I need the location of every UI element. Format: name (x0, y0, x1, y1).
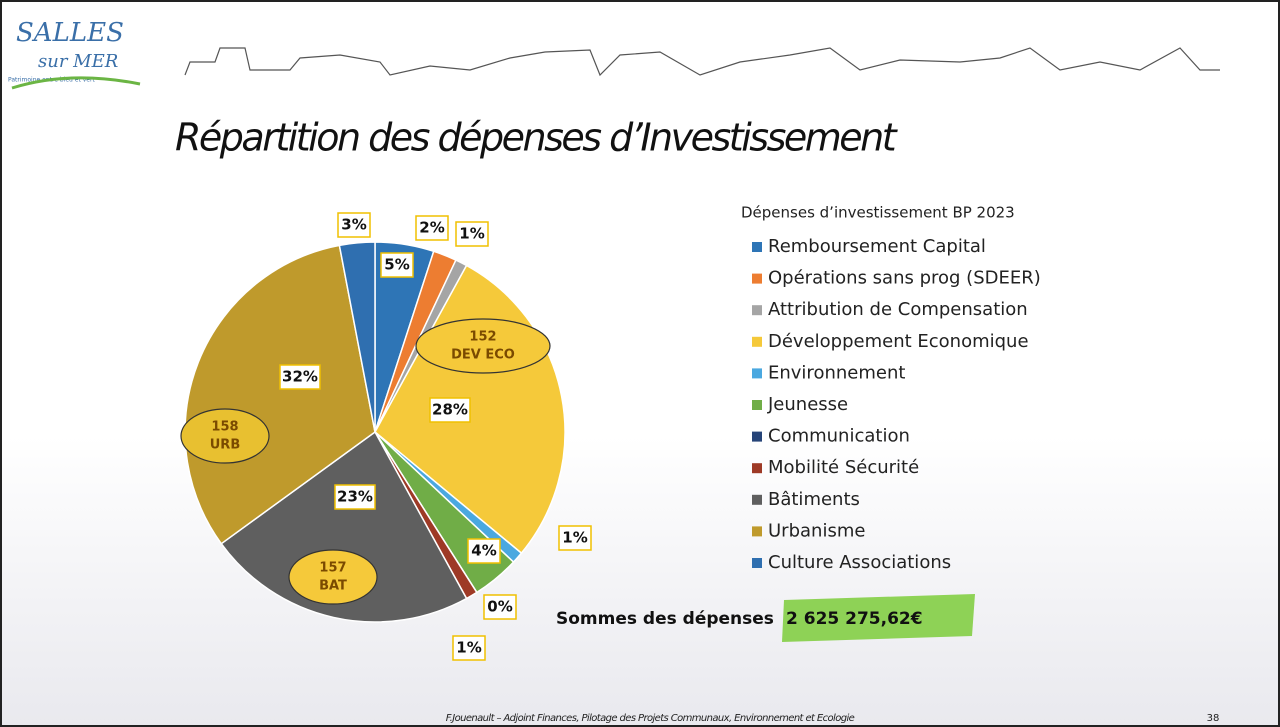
legend-swatch (752, 368, 762, 379)
data-label: 28% (432, 401, 468, 419)
slide-title: Répartition des dépenses d’Investissemen… (175, 116, 899, 160)
legend-label: Bâtiments (768, 489, 860, 510)
logo-swoosh (11, 76, 141, 90)
annotation-ellipse (415, 318, 551, 374)
label-box (334, 484, 376, 510)
data-label: 4% (471, 542, 496, 560)
label-box (337, 212, 371, 238)
legend-label: Développement Economique (768, 331, 1029, 352)
legend-swatch (752, 400, 762, 410)
annotation-ellipse (180, 408, 270, 464)
logo-name: SALLES (16, 18, 124, 48)
page-number: 38 (1207, 713, 1220, 724)
annotation-label: DEV ECO (451, 348, 515, 363)
legend-label: Mobilité Sécurité (768, 457, 919, 478)
highlight (782, 594, 975, 642)
legend-swatch (752, 526, 762, 537)
data-label: 1% (562, 529, 587, 547)
legend-swatch (752, 336, 762, 347)
legend-swatch (752, 494, 762, 505)
legend-swatch (752, 463, 762, 474)
annotation-value: 152 (469, 330, 496, 345)
label-box (455, 221, 489, 247)
data-label: 0% (487, 598, 512, 616)
annotation-value: 158 (211, 420, 238, 435)
skyline (184, 47, 1220, 77)
data-label: 1% (456, 639, 481, 657)
data-label: 5% (384, 256, 409, 274)
annotation-label: BAT (319, 579, 347, 594)
label-box (558, 525, 592, 551)
data-label: 23% (337, 488, 373, 506)
legend-label: Communication (768, 426, 910, 447)
annotation-label: URB (210, 438, 240, 453)
pie-slice (220, 430, 468, 623)
label-box (467, 538, 501, 564)
data-label: 32% (282, 368, 318, 386)
footer: F.Jouenault – Adjoint Finances, Pilotage… (446, 713, 855, 724)
legend-swatch (752, 273, 762, 284)
label-box (483, 594, 517, 620)
data-label: 1% (459, 225, 484, 243)
legend-label: Jeunesse (767, 394, 848, 415)
legend-swatch (752, 305, 762, 316)
annotation-ellipse (288, 549, 378, 605)
label-box (380, 252, 414, 278)
legend-swatch (752, 558, 762, 568)
label-box (279, 364, 321, 390)
legend-label: Opérations sans prog (SDEER) (768, 268, 1041, 289)
legend-title: Dépenses d’investissement BP 2023 (741, 204, 1015, 222)
legend-label: Urbanisme (768, 520, 865, 541)
legend-label: Culture Associations (768, 552, 951, 573)
data-label: 2% (419, 219, 444, 237)
legend-label: Attribution de Compensation (768, 299, 1028, 320)
annotation-value: 157 (319, 561, 346, 576)
label-box (429, 397, 471, 423)
legend-swatch (752, 242, 762, 252)
label-box (452, 635, 486, 661)
total-label: Sommes des dépenses (556, 609, 774, 629)
pie-slice (184, 244, 376, 545)
legend-swatch (752, 431, 762, 442)
logo-sub: sur MER (38, 51, 118, 72)
legend-label: Environnement (768, 362, 905, 383)
data-label: 3% (341, 216, 366, 234)
total-value: 2 625 275,62€ (786, 609, 923, 629)
label-box (415, 215, 449, 241)
legend-label: Remboursement Capital (768, 236, 986, 257)
pie-slice (338, 241, 376, 433)
